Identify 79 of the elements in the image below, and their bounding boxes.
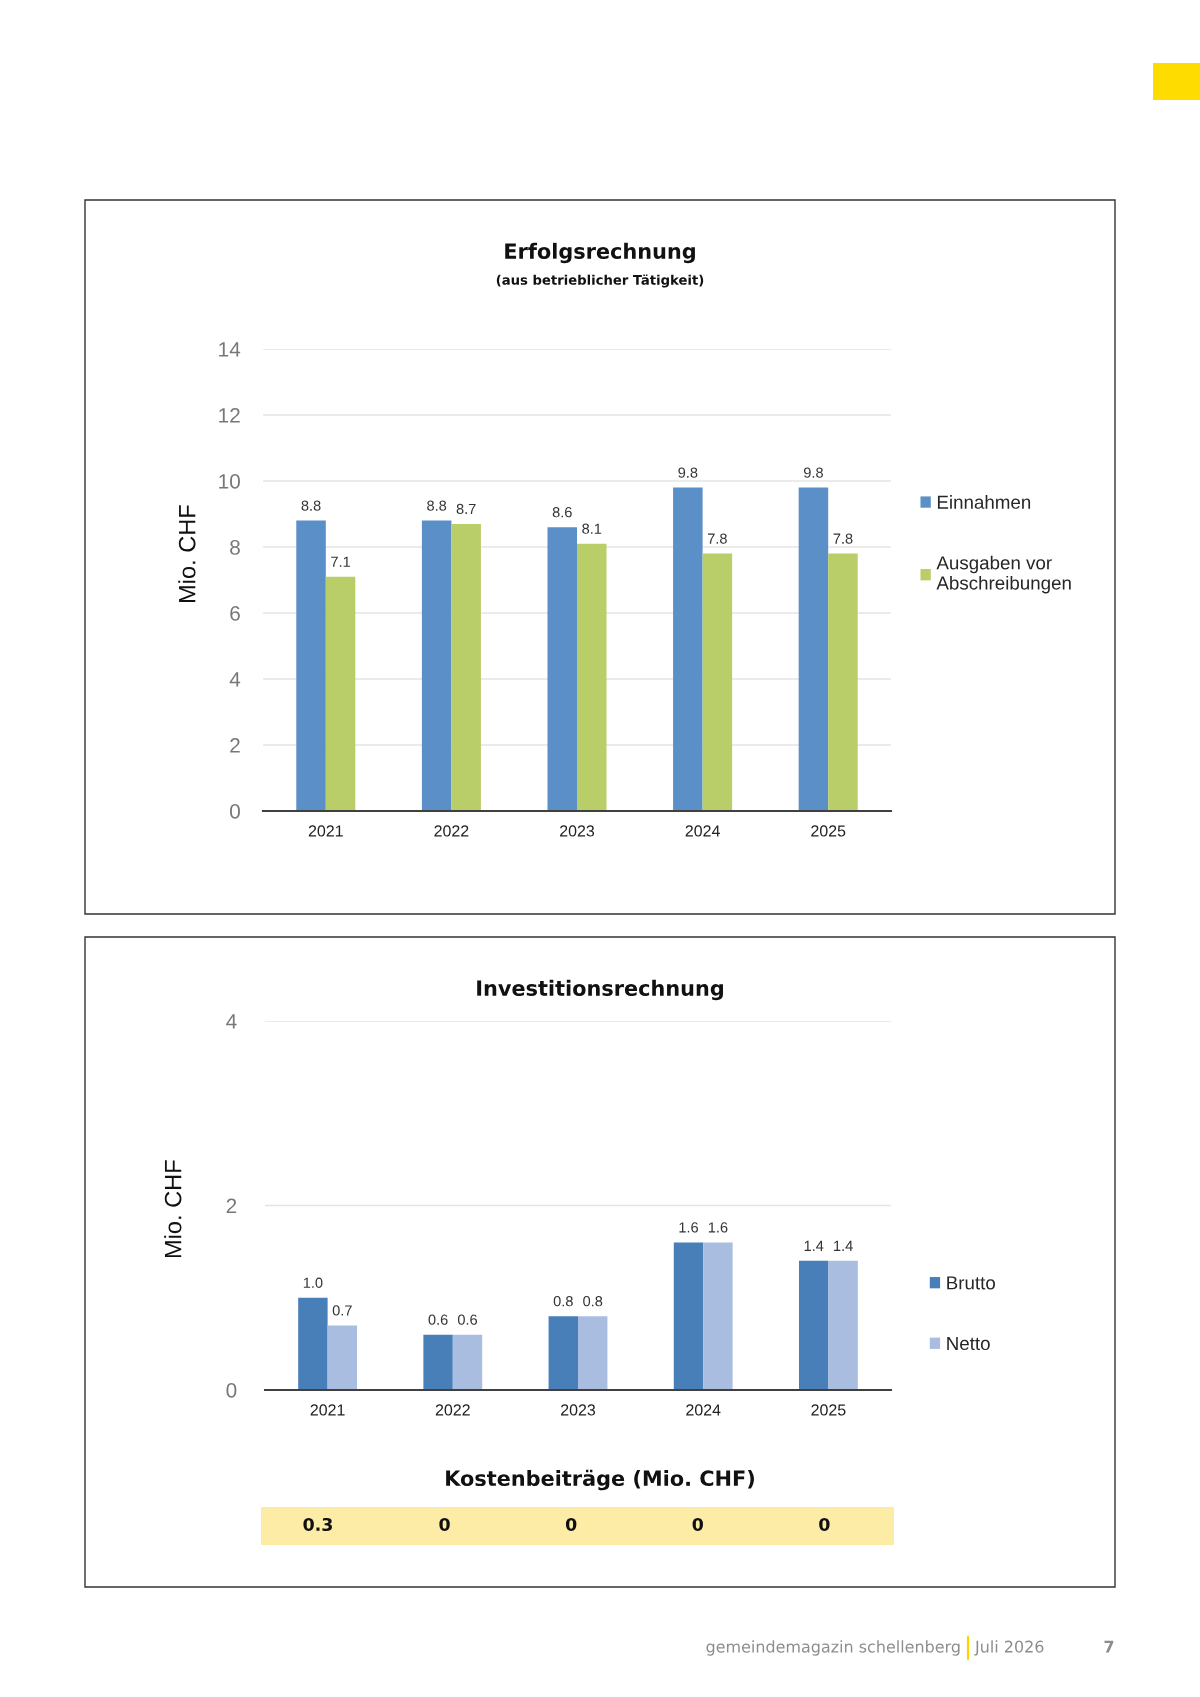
data-label: 0.3 <box>303 1517 332 1532</box>
bar <box>702 553 733 811</box>
text: Kostenbeiträge (Mio. CHF) <box>446 1469 754 1491</box>
bar <box>673 487 703 811</box>
bar <box>451 523 481 811</box>
y-axis-title: Mio. CHF <box>178 505 196 603</box>
data-label: 7.8 <box>833 533 853 544</box>
y-axis-title: Mio. CHF <box>164 1160 182 1258</box>
bar <box>673 1242 704 1390</box>
data-label: 8.7 <box>456 503 476 515</box>
legend-label: Einnahmen <box>937 495 1031 509</box>
chart-title: Erfolgsrechnung <box>505 242 695 264</box>
data-label: 8.8 <box>301 500 321 511</box>
x-tick-label: 2022 <box>434 825 469 837</box>
bar <box>296 520 326 811</box>
data-label: 0.6 <box>457 1314 478 1325</box>
x-tick-label: 2021 <box>308 825 343 837</box>
x-tick-label: 2021 <box>310 1404 345 1416</box>
bar <box>423 1334 453 1390</box>
bar <box>421 520 452 811</box>
bar <box>798 487 829 811</box>
bar <box>325 576 356 811</box>
data-label: 1.4 <box>834 1240 853 1251</box>
y-tick-label: 0 <box>230 804 240 819</box>
y-tick-label: 10 <box>219 474 240 489</box>
text: gemeindemagazin schellenberg <box>706 1640 960 1656</box>
x-tick-label: 2025 <box>811 825 846 837</box>
data-label: 0 <box>692 1517 703 1532</box>
x-tick-label: 2025 <box>811 1404 846 1416</box>
data-label: 9.8 <box>678 467 698 478</box>
legend-label: Netto <box>947 1337 990 1351</box>
text: Juli 2026 <box>974 1640 1044 1656</box>
bar <box>452 1334 483 1390</box>
data-label: 1.6 <box>679 1222 698 1233</box>
legend-label: Brutto <box>947 1276 995 1290</box>
bar <box>828 553 858 811</box>
x-tick-label: 2024 <box>685 825 720 837</box>
x-tick-label: 2022 <box>435 1404 470 1416</box>
data-label: 7.8 <box>707 533 727 544</box>
y-tick-label: 12 <box>219 408 240 423</box>
data-label: 0 <box>439 1517 450 1532</box>
data-label: 7.1 <box>331 556 350 567</box>
data-label: 8.1 <box>582 523 602 534</box>
x-tick-label: 2023 <box>560 825 595 837</box>
data-label: 9.8 <box>803 467 823 478</box>
y-tick-label: 6 <box>230 606 240 621</box>
text: 7 <box>1104 1640 1114 1653</box>
bar <box>703 1242 733 1390</box>
y-tick-label: 8 <box>230 540 240 555</box>
data-label: 0.8 <box>553 1296 573 1307</box>
x-tick-label: 2024 <box>686 1404 721 1416</box>
bar <box>547 527 577 811</box>
data-label: 1.6 <box>708 1222 728 1233</box>
y-tick-label: 2 <box>230 738 240 753</box>
bar <box>578 1316 608 1390</box>
data-label: 0 <box>819 1517 830 1532</box>
bar <box>327 1325 358 1390</box>
y-tick-label: 0 <box>226 1383 237 1398</box>
data-label: 8.6 <box>552 507 572 518</box>
y-tick-label: 14 <box>219 342 241 357</box>
data-label: 0.8 <box>583 1296 603 1307</box>
y-tick-label: 2 <box>226 1198 237 1214</box>
y-tick-label: 4 <box>229 672 241 687</box>
data-label: 0.6 <box>428 1314 448 1325</box>
x-tick-label: 2023 <box>561 1404 596 1416</box>
data-label: 1.0 <box>303 1277 323 1288</box>
bar <box>798 1260 829 1390</box>
data-label: 1.4 <box>804 1240 824 1251</box>
legend-label: Ausgaben vor Abschreibungen <box>936 555 1071 594</box>
data-label: 8.8 <box>427 500 447 511</box>
chart-subtitle: (aus betrieblicher Tätigkeit) <box>496 274 704 288</box>
data-label: 0.7 <box>332 1305 352 1316</box>
bar <box>298 1297 328 1390</box>
bar <box>548 1316 578 1390</box>
chart-title: Investitionsrechnung <box>477 979 723 1001</box>
bar <box>828 1260 858 1390</box>
data-label: 0 <box>565 1517 577 1532</box>
bar <box>577 543 607 811</box>
y-tick-label: 4 <box>226 1014 237 1029</box>
